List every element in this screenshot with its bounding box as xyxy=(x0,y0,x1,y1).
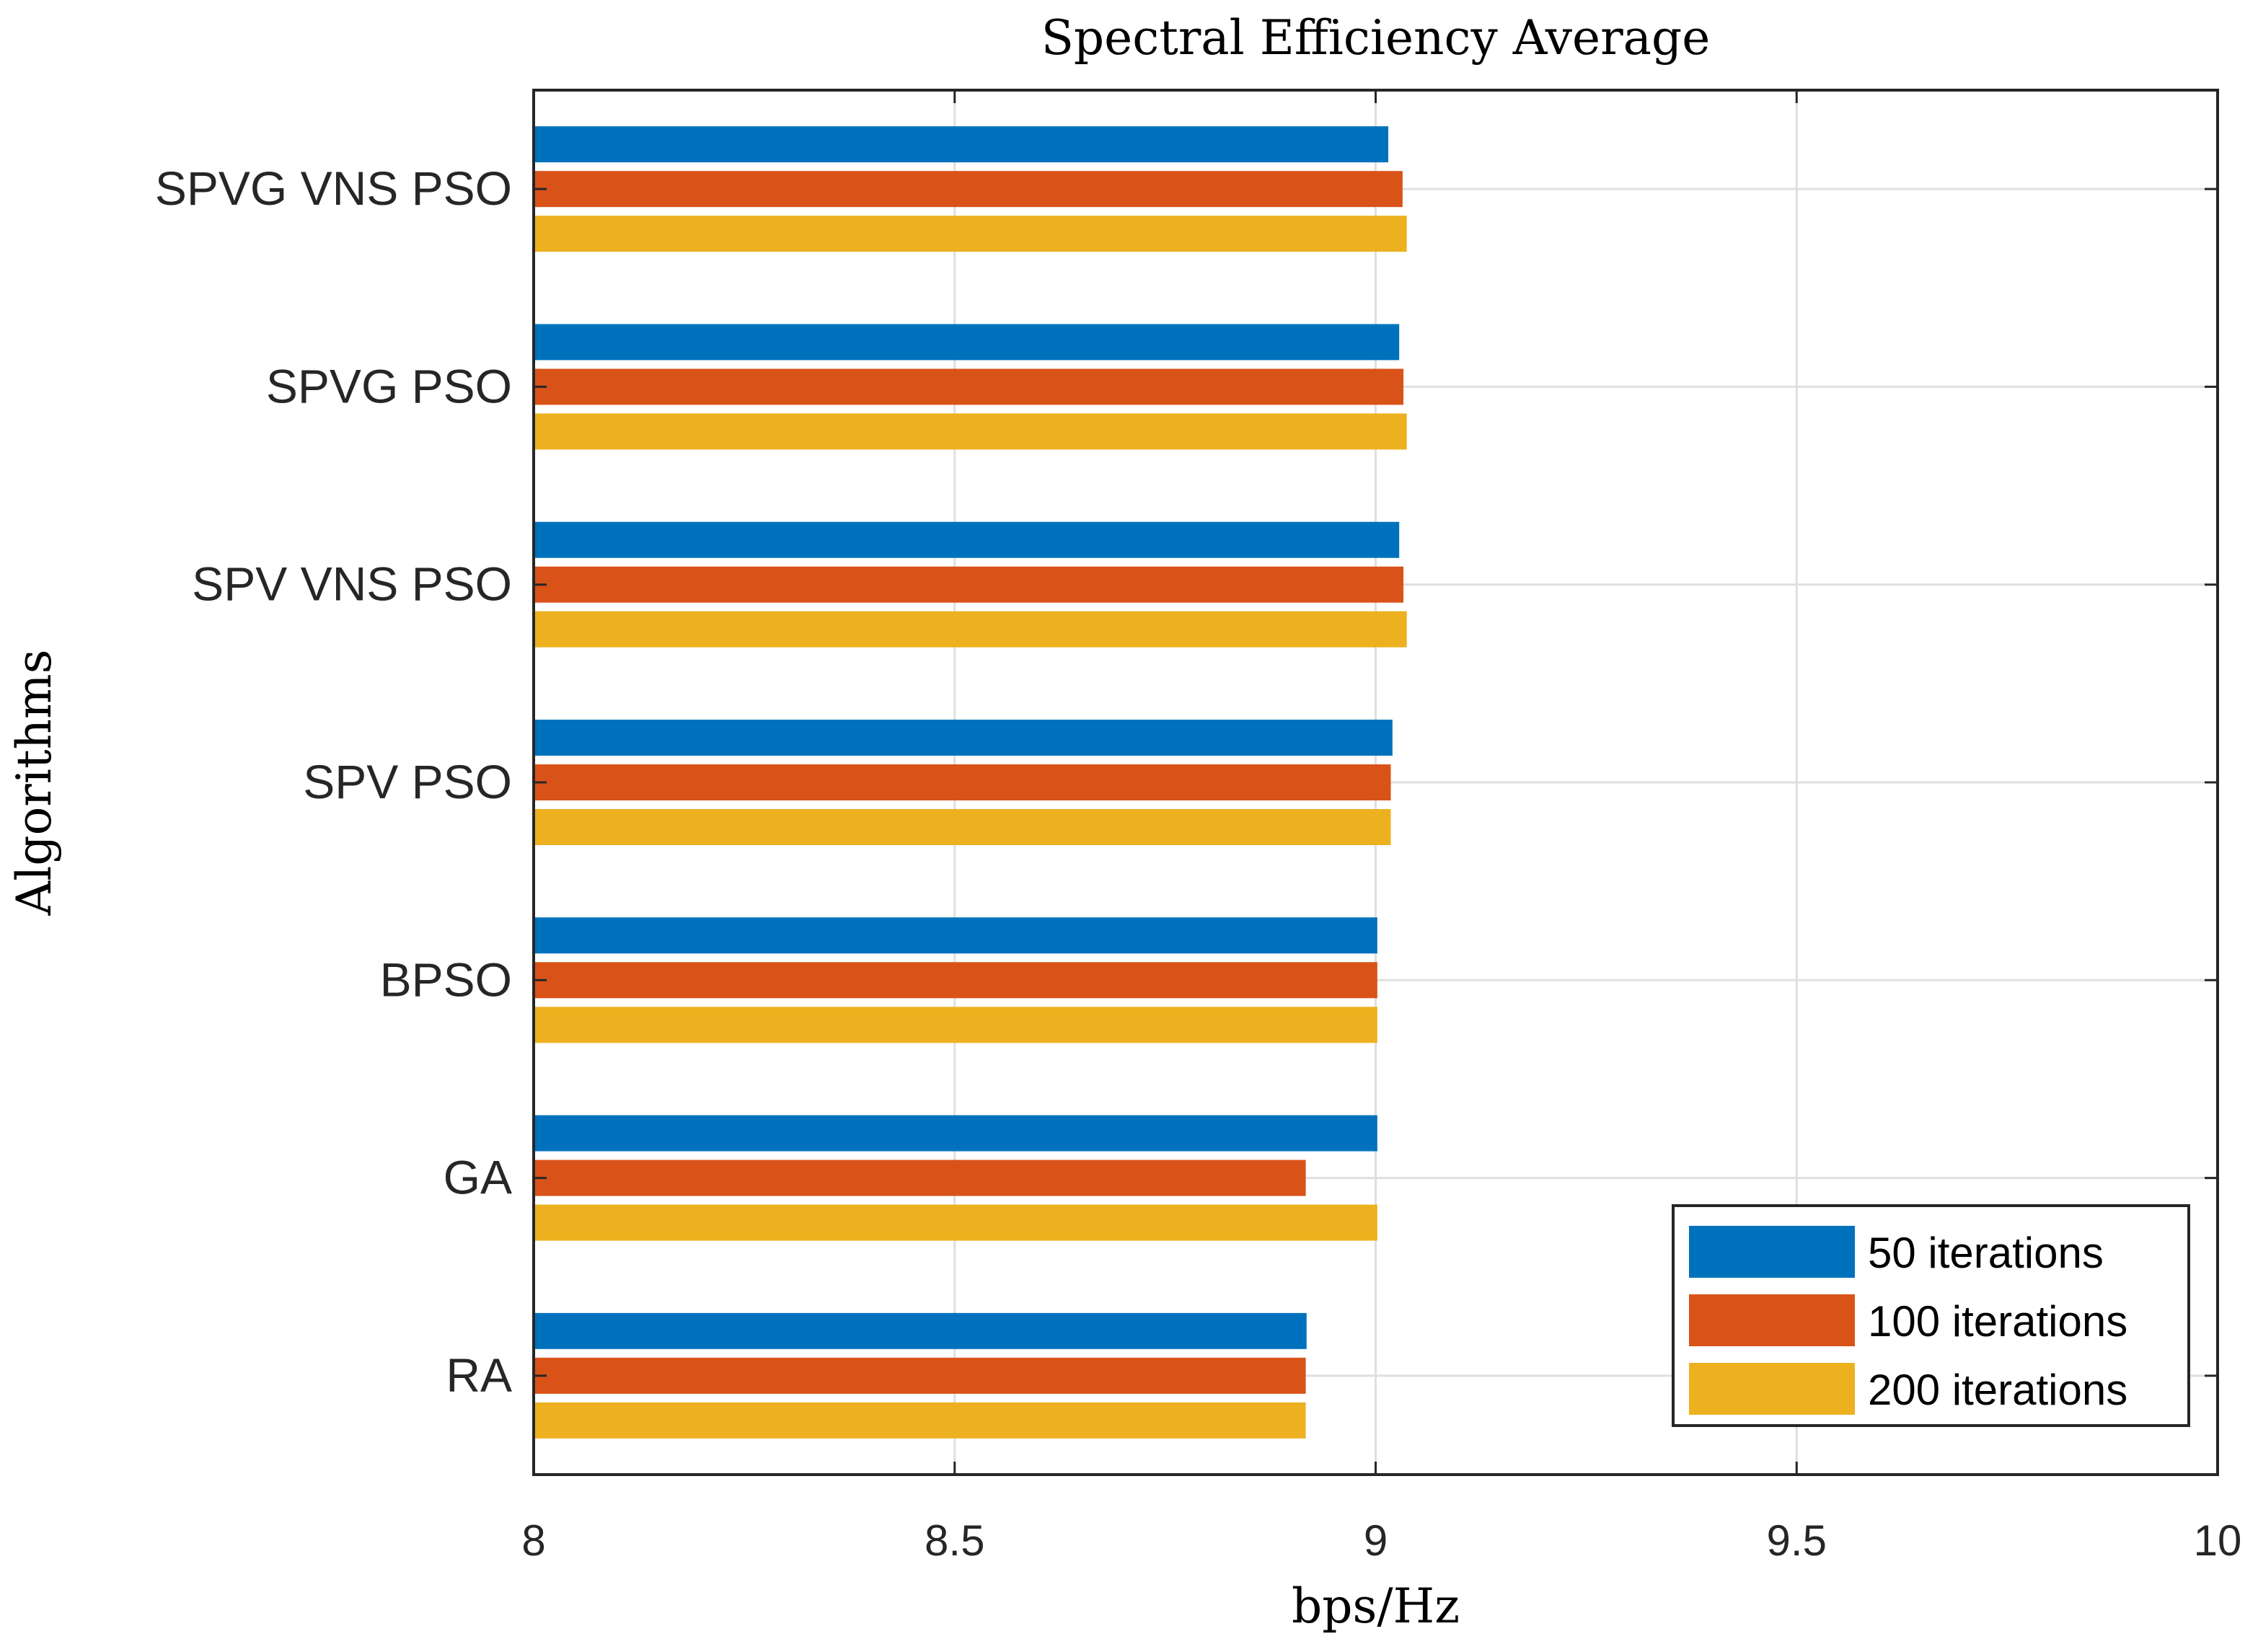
legend-label: 50 iterations xyxy=(1868,1229,2104,1277)
bar xyxy=(535,171,1403,208)
legend-swatch xyxy=(1689,1294,1855,1346)
y-tick-label: SPVG VNS PSO xyxy=(155,162,512,215)
legend-items: 50 iterations 100 iterations 200 iteration… xyxy=(1689,1226,2127,1415)
bar xyxy=(535,764,1391,800)
x-tick-label: 8.5 xyxy=(925,1516,984,1565)
legend: 50 iterations 100 iterations 200 iteration… xyxy=(1672,1204,2190,1427)
bar xyxy=(535,611,1407,648)
x-tick-label: 9 xyxy=(1364,1516,1388,1565)
x-tick-label: 10 xyxy=(2194,1516,2242,1565)
legend-swatch xyxy=(1689,1226,1855,1278)
bar xyxy=(535,216,1407,252)
legend-label: 100 iterations xyxy=(1868,1297,2127,1346)
y-tick-label: SPV PSO xyxy=(303,755,512,808)
bar xyxy=(535,1357,1306,1394)
y-tick-label: RA xyxy=(446,1348,512,1402)
bar xyxy=(535,521,1400,558)
legend-label: 200 iterations xyxy=(1868,1366,2127,1414)
y-tick-label: BPSO xyxy=(380,953,512,1006)
bar xyxy=(535,720,1393,756)
x-tick-labels: 8 8.5 9 9.5 10 xyxy=(521,1516,2241,1565)
y-tick-label: SPVG PSO xyxy=(266,359,512,412)
bar xyxy=(535,1160,1306,1196)
x-axis-label: bps/Hz xyxy=(1292,1578,1460,1634)
x-tick-label: 8 xyxy=(521,1516,545,1565)
legend-swatch xyxy=(1689,1363,1855,1415)
bar xyxy=(535,126,1389,163)
y-tick-labels: SPVG VNS PSO SPVG PSO SPV VNS PSO SPV PSO BP… xyxy=(155,162,512,1402)
chart-title: Spectral Efficiency Average xyxy=(1041,10,1711,66)
bar xyxy=(535,1115,1377,1152)
bar xyxy=(535,917,1377,954)
tick-marks xyxy=(532,90,2219,1475)
bar xyxy=(535,566,1404,603)
bar xyxy=(535,962,1377,999)
x-tick-label: 9.5 xyxy=(1767,1516,1827,1565)
bar xyxy=(535,1402,1306,1439)
bar xyxy=(535,1312,1307,1349)
bar xyxy=(535,1007,1377,1043)
bar xyxy=(535,324,1400,361)
y-tick-label: SPV VNS PSO xyxy=(192,557,512,611)
y-axis-label: Algorithms xyxy=(6,650,62,916)
bar xyxy=(535,368,1404,405)
bars xyxy=(535,126,1407,1439)
bar xyxy=(535,1204,1377,1241)
bar xyxy=(535,809,1391,845)
y-tick-label: GA xyxy=(444,1151,512,1204)
bar xyxy=(535,413,1407,450)
